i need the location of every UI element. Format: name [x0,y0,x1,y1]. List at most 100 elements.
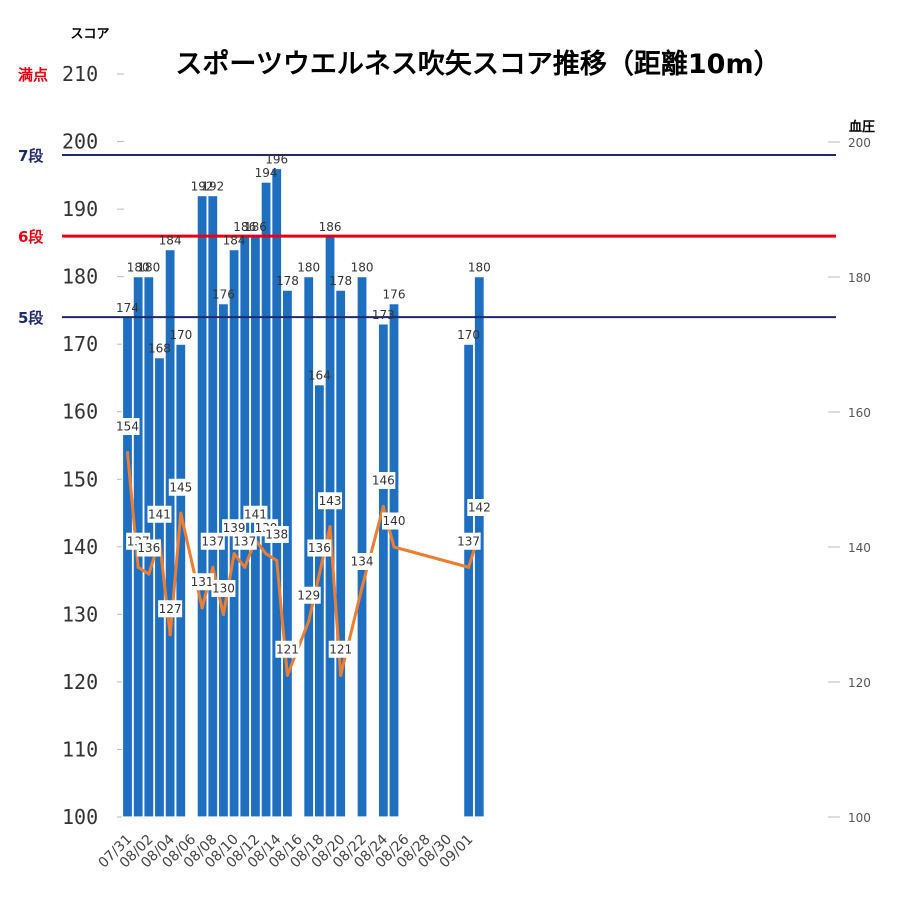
line-point [264,552,268,556]
line-value-bg [232,532,257,550]
y2-tick-label: 160 [848,406,871,420]
line-value-label: 121 [329,642,352,656]
bar-value-label: 180 [468,261,491,275]
bar-value-label: 184 [223,234,246,248]
line-point [360,585,364,590]
line-point [285,673,289,677]
y2-axis: 100 120 140 160 180 200 [848,136,871,825]
y-tick-label: 100 [62,805,98,829]
line-value-bg [190,573,215,591]
bar-value-label: 164 [308,369,331,383]
y-tick-label: 110 [62,737,98,761]
y-tick-label: 140 [62,535,98,559]
y-axis-label: スコア [70,27,109,42]
line-value-label: 137 [457,534,480,548]
line-value-bg [264,526,289,543]
reference-line-label: 満点 [18,66,48,84]
line-value-label: 141 [148,507,171,521]
y2-tick-label: 200 [848,136,871,150]
line-point [243,565,247,569]
bar [260,181,272,818]
line-point [147,572,151,576]
line-value-bg [115,418,140,435]
grid-ticks [117,73,840,818]
chart-title: スポーツウエルネス吹矢スコア推移（距離10m） [175,48,780,80]
reference-line-label: 5段 [18,309,43,327]
bar-value-label: 174 [116,301,139,315]
y-axis: 100 110 120 130 140 150 160 170 180 190 200 210 [62,62,98,829]
x-axis: 07/3108/0208/0408/0608/0808/1008/1208/14… [95,831,476,871]
line-value-label: 136 [137,541,160,555]
y2-axis-label: 血圧 [849,119,875,135]
line-path [126,452,481,677]
line-value-label: 145 [169,480,192,494]
line-value-bg [318,492,343,510]
line-value-label: 146 [372,474,395,488]
y-tick-label: 130 [62,602,98,626]
bar [377,323,389,818]
line-point [200,606,204,610]
line-point [179,511,183,515]
line-point [467,565,471,569]
line-value-bg [371,472,396,489]
reference-lines: 満点 7段 6段 5段 [18,66,836,327]
line-value-label: 137 [201,534,224,548]
bar [196,194,208,818]
line-value-bg [307,539,332,557]
bar-value-label: 180 [351,261,374,275]
bar-value-label: 186 [244,220,267,234]
bar-value-label: 184 [159,234,182,248]
line-value-label: 143 [319,494,342,508]
y2-tick-label: 180 [848,271,871,285]
y-tick-label: 190 [62,197,98,221]
line-value-bg [350,553,375,570]
line-value-label: 138 [265,528,288,542]
reference-line-label: 6段 [18,228,43,246]
bar-value-label: 196 [265,153,288,167]
bar-value-label: 192 [201,180,224,194]
y-tick-label: 120 [62,670,98,694]
line-value-label: 136 [308,541,331,555]
bar-value-label: 180 [137,261,160,275]
bar [175,343,187,818]
bar-value-label: 180 [297,261,320,275]
line-point [211,565,215,569]
bar-value-label: 178 [276,274,299,288]
line-value-label: 142 [468,501,491,515]
bar-value-label: 168 [148,342,171,356]
line-value-bg [136,539,161,557]
line-value-bg [275,640,300,658]
line-point [381,504,385,509]
bar [388,303,400,818]
y2-tick-label: 140 [848,541,871,555]
data-labels: 1741801801681841701921921761841861861941… [115,153,492,658]
line-point [125,450,130,455]
bar-value-label: 176 [212,288,235,302]
bar-value-label: 176 [383,288,406,302]
line-value-bg [158,600,183,618]
line-value-label: 137 [233,534,256,548]
bar-value-label: 186 [233,220,256,234]
line-value-bg [296,586,321,604]
line-value-label: 154 [116,420,139,434]
line-value-label: 134 [351,555,374,569]
line-point [392,545,396,549]
line-value-bg [456,532,481,550]
bar [164,249,176,818]
bar [281,289,293,818]
line-point [221,612,226,617]
line-value-bg [382,512,406,530]
bar [271,167,283,818]
line-value-bg [168,478,193,496]
line-value-label: 121 [276,642,299,656]
y2-tick-label: 120 [848,676,871,690]
bar-value-label: 170 [457,328,480,342]
y-tick-label: 200 [62,130,98,154]
bar-value-label: 194 [255,166,278,180]
line-value-bg [200,532,225,550]
line-point [328,525,332,529]
line-value-bg [222,519,247,537]
line-point [307,619,311,623]
line-value-bg [328,640,353,658]
line-point [275,558,279,563]
